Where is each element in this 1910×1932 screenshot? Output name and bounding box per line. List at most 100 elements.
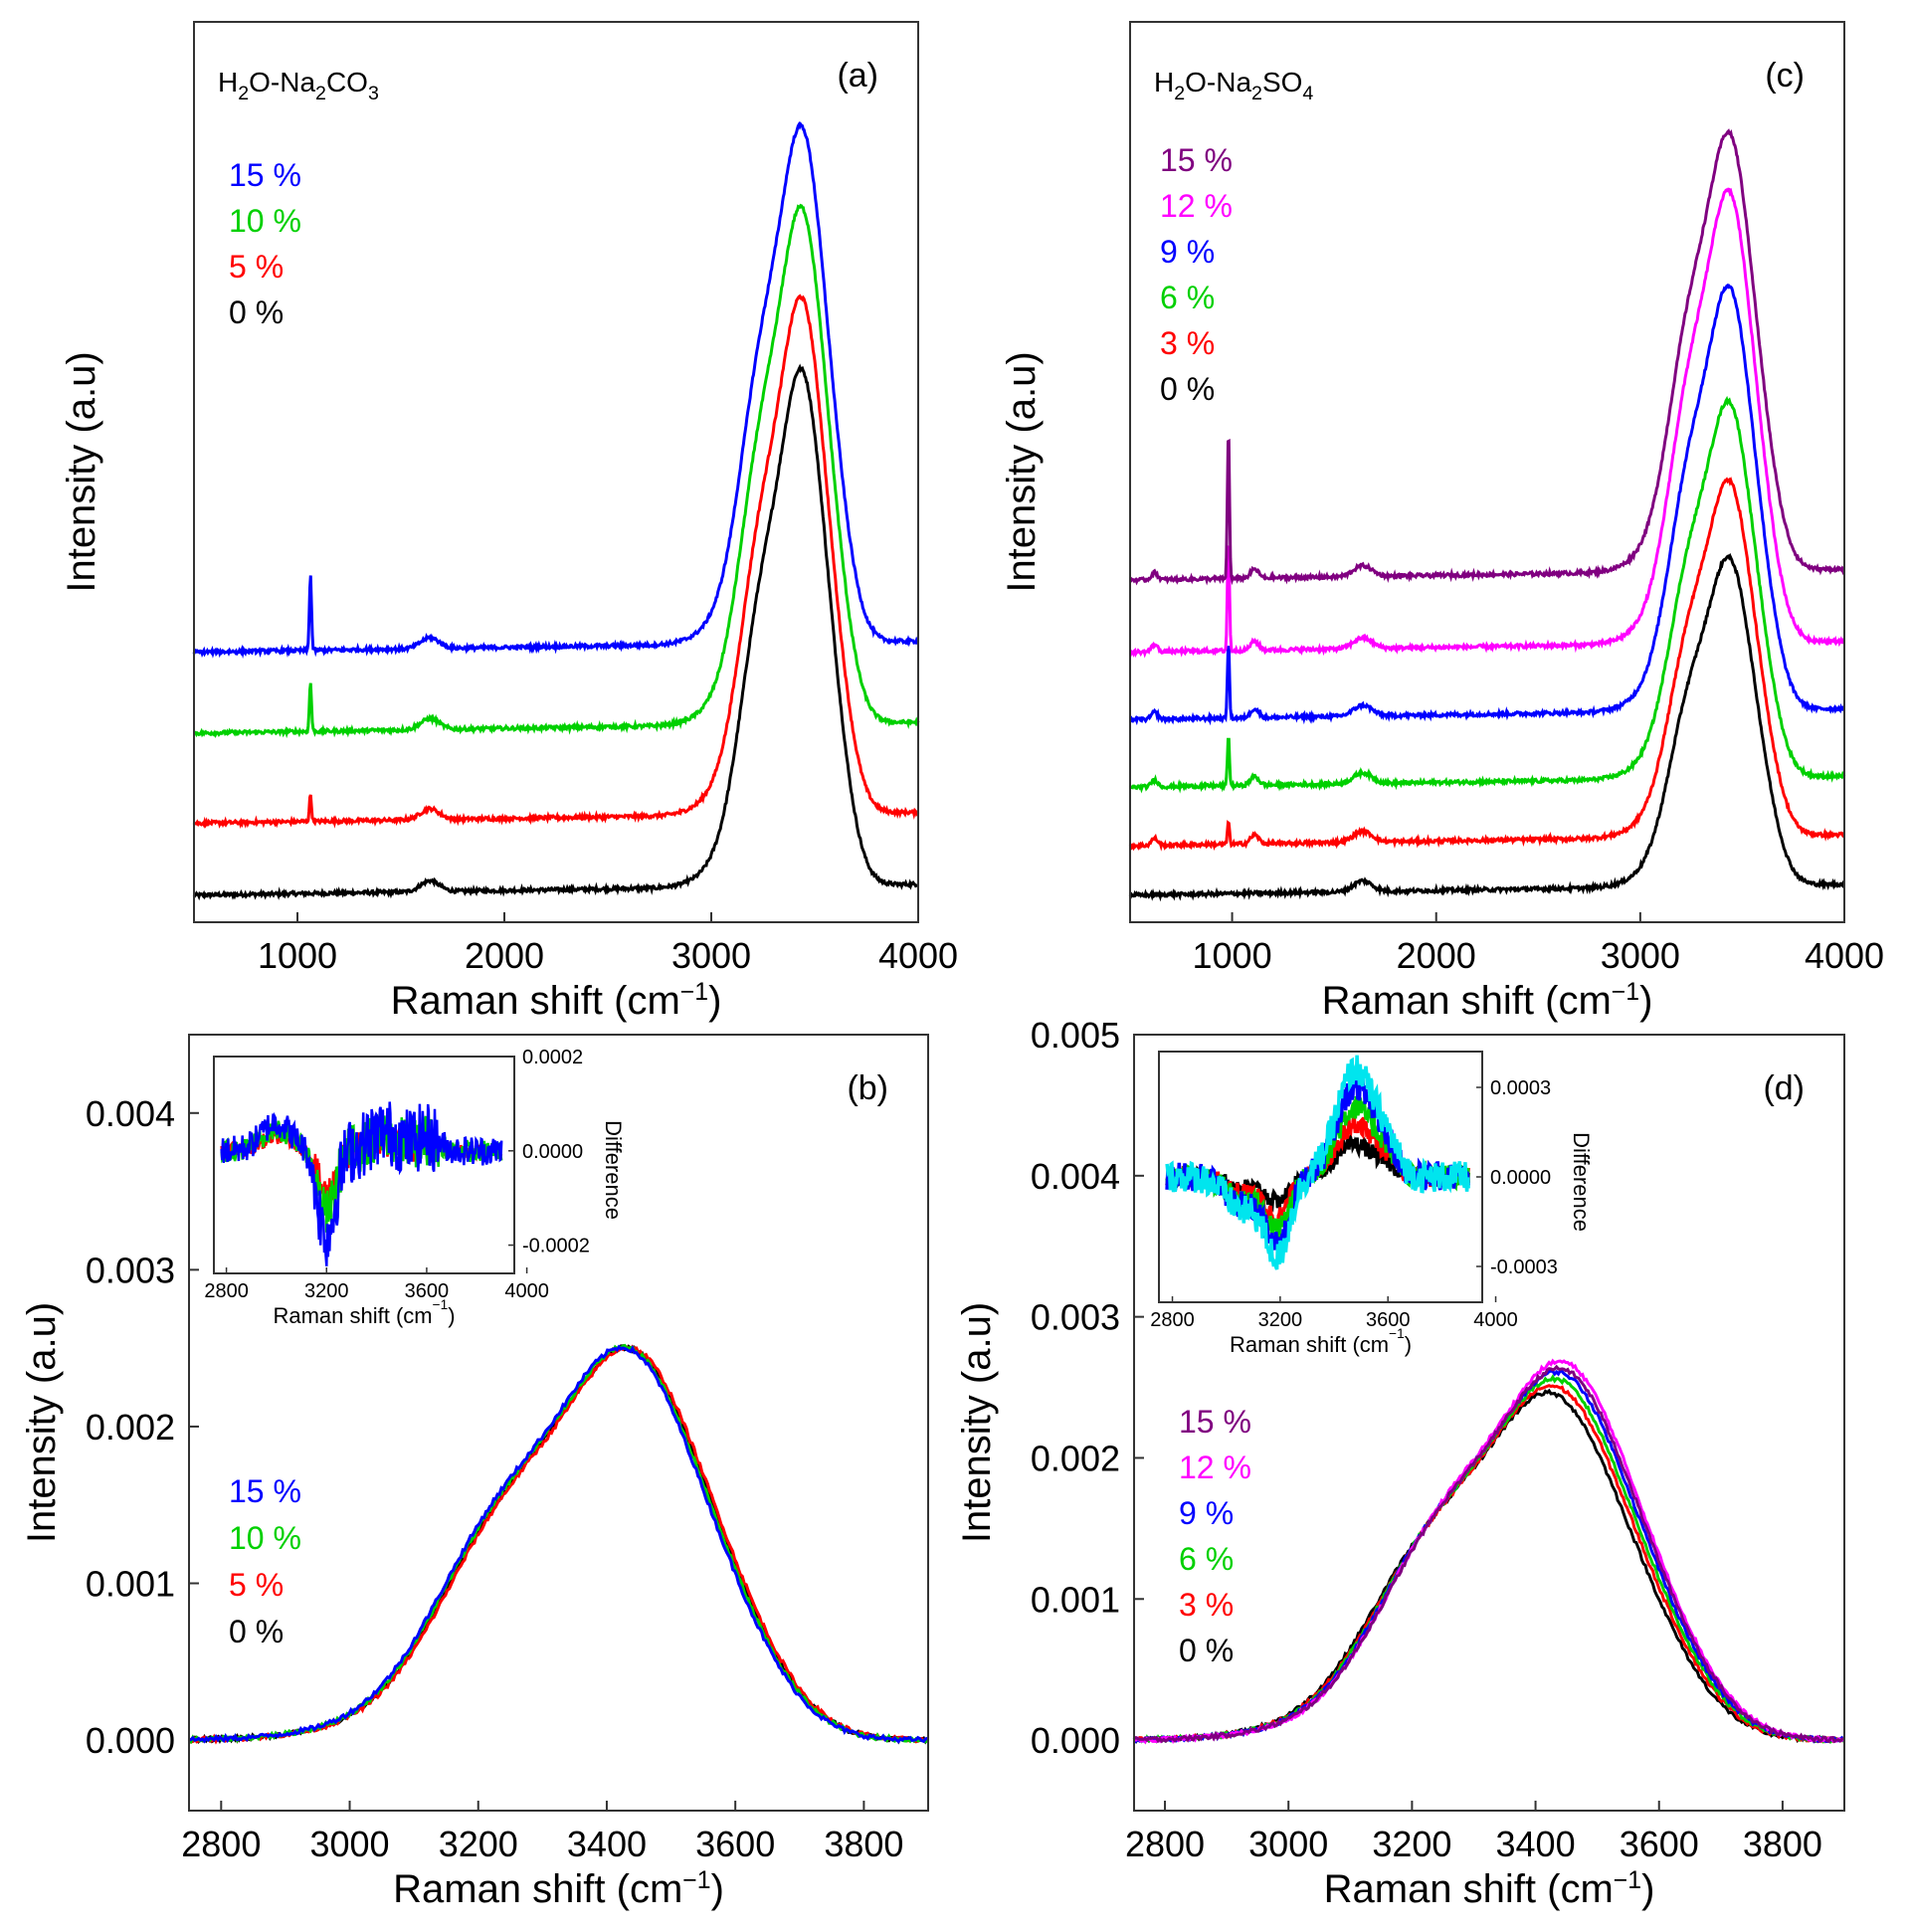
- inset-x-tick-label: 3200: [304, 1280, 349, 1302]
- inset-y-axis-title: Difference: [1569, 1132, 1594, 1232]
- x-tick-label: 2000: [1397, 935, 1476, 976]
- plot-frame: [1133, 1034, 1845, 1812]
- series-line-0pct: [192, 363, 918, 901]
- x-axis-title: Raman shift (cm−1): [1322, 979, 1653, 1023]
- y-tick-label: 0.002: [1031, 1438, 1120, 1478]
- y-tick-label: 0.002: [86, 1407, 175, 1448]
- legend: 15 % 12 % 9 % 6 % 3 % 0 %: [1179, 1404, 1251, 1668]
- legend-item-15pct: 15 %: [229, 1473, 301, 1509]
- series-line-3pct: [1128, 477, 1845, 852]
- x-tick-label: 3800: [1743, 1824, 1822, 1864]
- y-tick-label: 0.000: [1031, 1720, 1120, 1761]
- inset-y-tick-label: 0.0000: [522, 1141, 583, 1163]
- chart-panel-a: 1000 2000 3000 4000 (a) H2O-Na2CO3 15 % 10 % 5 %…: [60, 21, 958, 1023]
- x-tick-label: 4000: [1805, 935, 1884, 976]
- x-tick-label: 3600: [1620, 1824, 1699, 1864]
- series-line-12pct: [1128, 187, 1845, 659]
- legend-item-0pct: 0 %: [1179, 1633, 1234, 1668]
- x-tick-label: 2800: [1125, 1824, 1205, 1864]
- x-axis-title: Raman shift (cm−1): [1324, 1867, 1655, 1911]
- inset-x-axis-title: Raman shift (cm−1): [1230, 1326, 1412, 1357]
- series-line-15pct: [1133, 1364, 1844, 1744]
- x-tick-label: 3000: [671, 935, 751, 976]
- inset-y-tick-label: -0.0003: [1490, 1256, 1558, 1278]
- x-tick-label: 3600: [695, 1824, 775, 1864]
- legend-item-5pct: 5 %: [229, 1567, 284, 1603]
- inset-chart: 2800 3200 3600 4000 -0.0003 0.0000 0.0003 Raman…: [1150, 1051, 1594, 1357]
- inset-x-tick-label: 2800: [204, 1280, 249, 1302]
- inset-x-tick-label: 3200: [1258, 1309, 1303, 1331]
- legend-item-0pct: 0 %: [229, 294, 284, 330]
- inset-series-15pct: [220, 1101, 503, 1266]
- series-line-9pct: [1129, 283, 1845, 726]
- series-group: [192, 120, 920, 901]
- series-group: [1128, 128, 1846, 902]
- inset-y-tick-label: 0.0002: [522, 1047, 583, 1068]
- plot-frame: [193, 21, 919, 923]
- inset-x-tick-label: 4000: [1473, 1309, 1518, 1331]
- inset-x-tick-label: 3600: [1366, 1309, 1411, 1331]
- legend-item-3pct: 3 %: [1160, 325, 1215, 361]
- x-tick-label: 1000: [258, 935, 337, 976]
- inset-x-tick-label: 3600: [405, 1280, 450, 1302]
- y-tick-label: 0.001: [86, 1564, 175, 1605]
- y-tick-label: 0.003: [1031, 1297, 1120, 1338]
- legend-item-0pct: 0 %: [229, 1614, 284, 1649]
- chart-panel-c: 1000 2000 3000 4000 (c) H2O-Na2SO4 15 % 12 % 9 %…: [1000, 21, 1884, 1023]
- legend-item-6pct: 6 %: [1160, 280, 1215, 315]
- inset-y-axis-title: Difference: [601, 1120, 626, 1220]
- series-line-5pct: [192, 293, 920, 830]
- x-tick-label: 3400: [1496, 1824, 1576, 1864]
- inset-series-cyan: [1165, 1055, 1470, 1270]
- x-tick-label: 4000: [878, 935, 958, 976]
- inset-x-tick-label: 4000: [504, 1280, 549, 1302]
- sample-label: H2O-Na2SO4: [1154, 67, 1313, 104]
- panel-label: (b): [847, 1069, 888, 1107]
- series-line-15pct: [1129, 128, 1846, 586]
- plot-frame: [188, 1034, 929, 1812]
- legend-item-12pct: 12 %: [1160, 188, 1233, 224]
- chart-panel-d: 2800 3000 3200 3400 3600 3800 0.000 0.001 0.002 0…: [955, 1015, 1845, 1911]
- sample-label: H2O-Na2CO3: [218, 67, 379, 104]
- x-axis-title: Raman shift (cm−1): [393, 1867, 724, 1911]
- legend-item-10pct: 10 %: [229, 1520, 301, 1556]
- legend-item-15pct: 15 %: [1179, 1404, 1251, 1440]
- legend-item-6pct: 6 %: [1179, 1541, 1234, 1577]
- series-group: [1132, 1358, 1845, 1745]
- panel-label: (a): [837, 57, 878, 95]
- y-axis-title: Intensity (a.u): [1000, 351, 1044, 592]
- y-tick-label: 0.004: [86, 1093, 175, 1134]
- inset-x-tick-label: 2800: [1150, 1309, 1195, 1331]
- legend: 15 % 12 % 9 % 6 % 3 % 0 %: [1160, 142, 1233, 407]
- panel-label: (c): [1765, 57, 1805, 95]
- y-tick-label: 0.003: [86, 1250, 175, 1290]
- legend-item-12pct: 12 %: [1179, 1449, 1251, 1485]
- legend-item-5pct: 5 %: [229, 249, 284, 285]
- x-axis-title: Raman shift (cm−1): [391, 979, 722, 1023]
- inset-y-tick-label: 0.0000: [1490, 1167, 1551, 1189]
- series-line-0pct: [1128, 552, 1845, 902]
- series-group: [187, 1343, 929, 1745]
- legend-item-15pct: 15 %: [1160, 142, 1233, 178]
- y-axis-title: Intensity (a.u): [955, 1302, 999, 1543]
- y-tick-label: 0.000: [86, 1720, 175, 1761]
- x-tick-label: 2800: [181, 1824, 261, 1864]
- legend-item-0pct: 0 %: [1160, 371, 1215, 407]
- x-tick-label: 3000: [309, 1824, 389, 1864]
- series-line-6pct: [1128, 395, 1846, 794]
- legend: 15 % 10 % 5 % 0 %: [229, 1473, 301, 1649]
- series-line-15pct: [188, 1344, 928, 1744]
- x-tick-label: 3000: [1248, 1824, 1328, 1864]
- x-tick-label: 3200: [1372, 1824, 1451, 1864]
- y-tick-label: 0.005: [1031, 1015, 1120, 1056]
- x-tick-label: 1000: [1193, 935, 1272, 976]
- inset-frame: [213, 1056, 515, 1274]
- inset-y-tick-label: -0.0002: [522, 1236, 590, 1257]
- legend-item-15pct: 15 %: [229, 157, 301, 193]
- panel-label: (d): [1763, 1069, 1805, 1107]
- inset-chart: 2800 3200 3600 4000 -0.0002 0.0000 0.0002 Raman…: [204, 1047, 626, 1328]
- x-tick-label: 3200: [439, 1824, 518, 1864]
- series-line-12pct: [1133, 1358, 1845, 1745]
- series-line-15pct: [192, 120, 919, 660]
